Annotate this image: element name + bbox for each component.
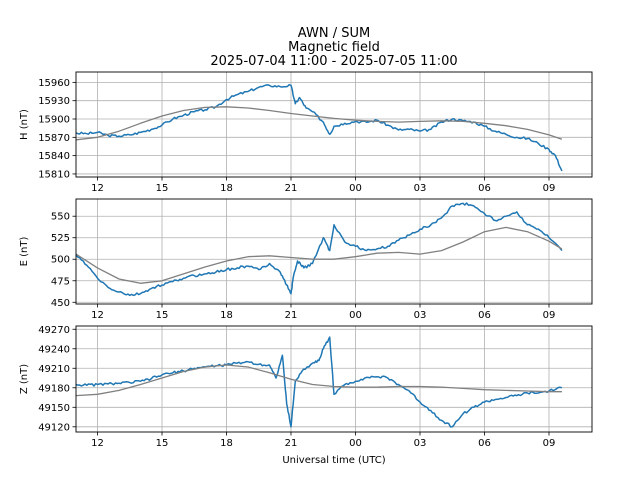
y-axis-label: H (nT)	[19, 109, 30, 140]
chart-panels: 12 15 18 21 00 03 06 09 15810 15840 15870 15900 1593…	[19, 71, 593, 449]
x-tick-label: 09	[543, 310, 556, 321]
x-tick-label: 21	[285, 438, 298, 449]
x-tick-label: 00	[349, 310, 362, 321]
x-tick-label: 12	[91, 183, 104, 194]
x-tick-label: 18	[220, 438, 233, 449]
plot-frame	[75, 325, 593, 433]
y-tick-label: 49240	[38, 344, 70, 355]
y-tick-label: 450	[51, 298, 70, 309]
y-tick-label: 550	[51, 212, 70, 223]
y-tick-label: 15930	[38, 96, 70, 107]
title-station: AWN / SUM	[298, 26, 370, 41]
x-tick-label: 12	[91, 438, 104, 449]
y-tick-label: 15960	[38, 78, 70, 89]
figure-title: AWN / SUM Magnetic field 2025-07-04 11:0…	[210, 26, 457, 69]
y-tick-label: 15900	[38, 115, 70, 126]
panel-e: 12 15 18 21 00 03 06 09 450 475 500 525 550 E (nT)	[19, 198, 593, 321]
measured-series-line	[75, 83, 563, 172]
y-tick-label: 49210	[38, 364, 70, 375]
x-tick-label: 09	[543, 438, 556, 449]
x-tick-label: 18	[220, 183, 233, 194]
y-tick-label: 475	[51, 276, 70, 287]
y-tick-label: 15870	[38, 133, 70, 144]
title-quantity: Magnetic field	[288, 40, 380, 55]
panel-h: 12 15 18 21 00 03 06 09 15810 15840 15870 15900 1593…	[19, 71, 593, 194]
x-tick-label: 03	[414, 183, 427, 194]
x-tick-label: 15	[156, 438, 169, 449]
y-tick-label: 500	[51, 255, 70, 266]
x-tick-label: 15	[156, 310, 169, 321]
x-tick-label: 15	[156, 183, 169, 194]
baseline-series-line	[75, 364, 562, 397]
x-tick-label: 03	[414, 310, 427, 321]
y-tick-label: 15840	[38, 151, 70, 162]
measured-series-line	[75, 336, 563, 428]
plot-frame	[75, 71, 593, 178]
y-tick-label: 49120	[38, 422, 70, 433]
x-axis-label: Universal time (UTC)	[282, 455, 385, 466]
x-tick-label: 00	[349, 183, 362, 194]
plot-frame	[75, 198, 593, 305]
x-tick-label: 00	[349, 438, 362, 449]
baseline-series-line	[75, 226, 563, 284]
measured-series-line	[75, 202, 563, 297]
x-tick-label: 21	[285, 310, 298, 321]
x-tick-label: 12	[91, 310, 104, 321]
y-tick-label: 15810	[38, 169, 70, 180]
panel-z: 12 15 18 21 00 03 06 09 49120 49150 49180 49210 4924…	[19, 325, 593, 449]
x-tick-label: 18	[220, 310, 233, 321]
y-tick-label: 49270	[38, 325, 70, 336]
y-tick-label: 525	[51, 233, 70, 244]
x-tick-label: 03	[414, 438, 427, 449]
baseline-series-line	[75, 106, 563, 141]
y-tick-label: 49180	[38, 383, 70, 394]
x-tick-label: 21	[285, 183, 298, 194]
x-tick-label: 09	[543, 183, 556, 194]
y-axis-label: Z (nT)	[19, 364, 30, 394]
x-tick-label: 06	[478, 310, 491, 321]
y-tick-label: 49150	[38, 403, 70, 414]
y-axis-label: E (nT)	[19, 237, 30, 267]
x-tick-label: 06	[478, 183, 491, 194]
x-tick-label: 06	[478, 438, 491, 449]
title-time-range: 2025-07-04 11:00 - 2025-07-05 11:00	[210, 54, 457, 69]
